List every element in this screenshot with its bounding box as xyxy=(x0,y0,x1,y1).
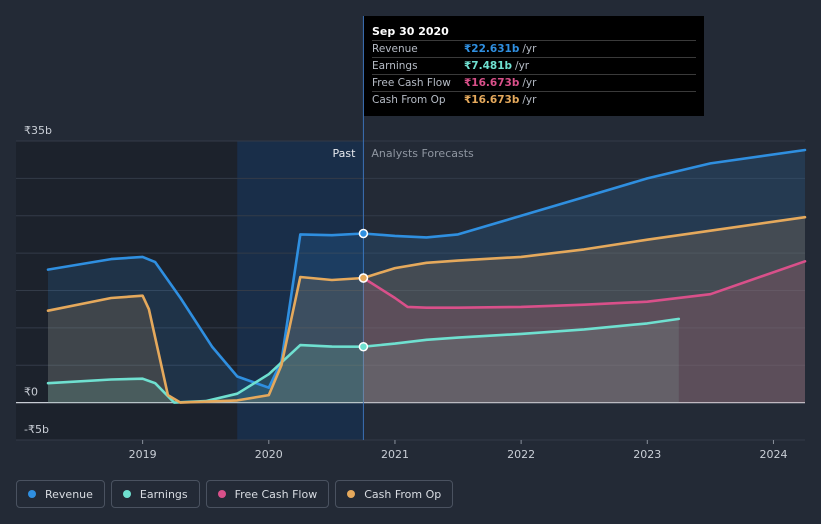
legend-item-revenue[interactable]: Revenue xyxy=(16,480,105,508)
series-area-cash-from-op xyxy=(48,217,805,403)
marker-revenue xyxy=(358,228,369,239)
x-tick-label: 2022 xyxy=(507,448,535,461)
tooltip-row-cash-from-op: Cash From Op ₹16.673b /yr xyxy=(372,91,696,108)
series-area-revenue xyxy=(48,150,805,403)
tooltip-row-earnings: Earnings ₹7.481b /yr xyxy=(372,57,696,74)
past-label: Past xyxy=(332,147,356,160)
legend: Revenue Earnings Free Cash Flow Cash Fro… xyxy=(16,480,454,508)
tooltip-row-revenue: Revenue ₹22.631b /yr xyxy=(372,40,696,57)
x-tick-label: 2024 xyxy=(759,448,787,461)
legend-item-free-cash-flow[interactable]: Free Cash Flow xyxy=(205,480,330,508)
chart-area: ₹35b ₹0 -₹5b 2019 2020 2021 2022 2023 2024 Past An… xyxy=(16,16,807,461)
legend-label: Free Cash Flow xyxy=(234,487,318,501)
series-line-free-cash-flow xyxy=(362,260,807,309)
tooltip-value: ₹16.673b xyxy=(464,94,520,106)
tooltip-value: ₹22.631b xyxy=(464,43,520,55)
legend-item-earnings[interactable]: Earnings xyxy=(110,480,200,508)
tooltip-unit: /yr xyxy=(522,94,537,106)
series-line-cash-from-op xyxy=(46,215,807,404)
y-tick-label: -₹5b xyxy=(24,423,49,436)
marker-earnings xyxy=(358,341,369,352)
legend-label: Revenue xyxy=(45,487,93,501)
tooltip-value: ₹16.673b xyxy=(464,77,520,89)
legend-label: Cash From Op xyxy=(364,487,442,501)
tooltip-label: Earnings xyxy=(372,60,418,72)
legend-item-cash-from-op[interactable]: Cash From Op xyxy=(335,480,454,508)
x-tick-label: 2019 xyxy=(129,448,157,461)
tooltip: Sep 30 2020 Revenue ₹22.631b /yr Earning… xyxy=(364,16,704,116)
y-tick-label: ₹35b xyxy=(24,124,52,137)
tooltip-date: Sep 30 2020 xyxy=(372,25,449,38)
legend-dot-icon xyxy=(347,490,356,498)
tooltip-unit: /yr xyxy=(522,43,537,55)
marker-cash-from-op xyxy=(358,273,369,283)
legend-dot-icon xyxy=(122,490,131,498)
tooltip-value: ₹7.481b xyxy=(464,60,513,72)
series-area-earnings xyxy=(48,318,679,403)
x-tick-label: 2020 xyxy=(255,448,283,461)
tooltip-unit: /yr xyxy=(522,77,537,89)
grid-lines xyxy=(16,16,805,444)
legend-dot-icon xyxy=(28,490,36,498)
x-tick-label: 2021 xyxy=(381,448,409,461)
tooltip-row-free-cash-flow: Free Cash Flow ₹16.673b /yr xyxy=(372,74,696,91)
series-line-earnings xyxy=(46,317,681,404)
series-line-revenue xyxy=(46,148,807,389)
tooltip-label: Free Cash Flow xyxy=(372,77,451,89)
x-tick-label: 2023 xyxy=(633,448,661,461)
legend-label: Earnings xyxy=(139,487,188,501)
tooltip-label: Cash From Op xyxy=(372,94,446,106)
legend-dot-icon xyxy=(217,490,226,498)
forecast-label: Analysts Forecasts xyxy=(371,147,474,160)
tooltip-label: Revenue xyxy=(372,43,418,55)
tooltip-unit: /yr xyxy=(515,60,530,72)
y-tick-label: ₹0 xyxy=(24,386,38,399)
